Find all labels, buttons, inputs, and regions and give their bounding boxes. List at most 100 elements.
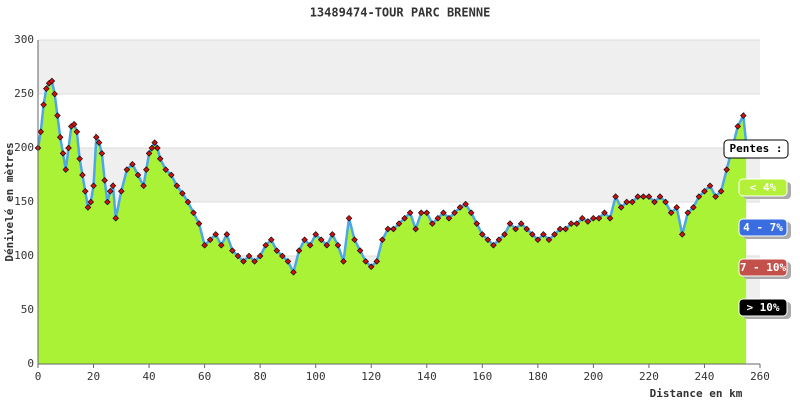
marker [629,198,636,206]
marker [65,144,72,152]
marker [154,144,161,152]
marker [340,258,347,265]
marker [490,241,497,249]
marker [279,252,286,260]
marker [573,220,580,227]
marker [406,209,414,217]
marker [390,225,397,233]
marker [678,231,686,238]
x-tick-label: 80 [254,370,267,383]
marker [151,139,158,146]
marker [717,187,725,195]
x-tick-label: 100 [306,370,326,383]
legend-label: > 10% [746,301,779,314]
marker [651,198,658,206]
marker [634,193,642,200]
marker [429,220,436,227]
legend-label: 7 - 10% [740,261,787,274]
marker [140,182,147,190]
marker [240,258,247,265]
y-tick-label: 100 [14,249,34,262]
marker [81,187,89,195]
x-tick-label: 20 [87,370,100,383]
marker [362,258,369,265]
marker [701,187,708,195]
y-tick-label: 250 [14,87,34,100]
marker [656,193,664,200]
y-axis-label: Dénivelé en mètres [3,142,16,261]
x-tick-label: 260 [750,370,770,383]
x-tick-label: 240 [695,370,715,383]
marker [195,220,203,227]
elevation-line [36,78,748,276]
marker [417,209,425,217]
y-tick-label: 150 [14,195,34,208]
marker [201,241,208,249]
marker [373,258,381,265]
legend-label: 4 - 7% [743,221,783,234]
marker [106,187,114,195]
marker [445,214,453,222]
marker [312,231,319,238]
marker [51,90,58,98]
marker [95,139,103,146]
legend-title-box [723,139,789,159]
marker [93,133,100,141]
marker [123,166,131,173]
marker [90,182,97,190]
marker [98,150,106,157]
marker [212,231,219,238]
marker [367,263,375,271]
legend-swatch [738,258,788,277]
marker [351,236,358,244]
legend-title: Pentes : [730,142,783,155]
marker [695,193,703,200]
marker [517,220,525,227]
marker [329,231,336,238]
marker [148,144,156,152]
marker [640,193,647,200]
marker [334,241,342,249]
x-tick-label: 0 [35,370,42,383]
marker [173,182,181,190]
marker [168,171,175,179]
marker [456,204,464,211]
marker [162,166,169,173]
x-axis-label: Distance en km [650,387,743,400]
marker [506,220,514,227]
marker [301,236,308,244]
marker [534,236,542,244]
x-tick-label: 60 [198,370,211,383]
marker [262,241,269,249]
marker [356,247,364,254]
marker [440,209,447,217]
marker [684,209,692,217]
marker [54,112,61,119]
marker [112,214,120,222]
x-tick-label: 200 [583,370,603,383]
marker [56,133,64,141]
marker [245,252,253,260]
elevation-area [38,81,747,364]
marker [412,225,419,233]
marker [76,155,83,163]
marker [104,198,111,206]
marker [37,128,45,136]
legend-swatch [738,218,788,237]
marker [384,225,392,233]
marker [70,120,78,128]
x-tick-label: 40 [142,370,155,383]
marker [451,209,458,217]
marker [662,198,669,206]
x-tick-label: 160 [472,370,492,383]
marker [184,198,192,206]
marker [229,247,236,254]
marker [59,150,67,157]
marker [467,209,475,217]
marker [345,214,353,222]
marker [317,236,325,244]
x-tick-label: 220 [639,370,659,383]
x-tick-label: 140 [417,370,437,383]
marker [134,171,142,179]
